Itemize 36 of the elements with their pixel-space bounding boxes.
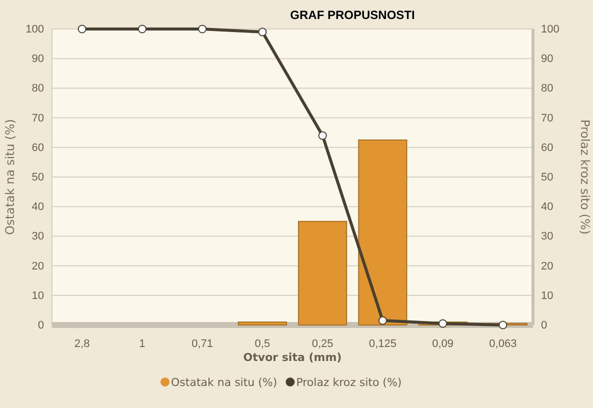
x-tick-label: 0,71 xyxy=(192,338,214,350)
y2-tick-label: 90 xyxy=(541,53,554,66)
y2-tick-label: 20 xyxy=(541,260,554,272)
y2-tick-label: 40 xyxy=(541,201,554,214)
y-tick-label: 70 xyxy=(32,112,44,124)
x-tick-label: 0,25 xyxy=(312,338,334,350)
x-tick-label: 0,063 xyxy=(489,338,517,350)
chart-title: GRAF PROPUSNOSTI xyxy=(290,8,415,22)
y2-tick-label: 30 xyxy=(541,230,554,243)
y2-tick-label: 10 xyxy=(541,290,554,302)
legend-label: Ostatak na situ (%) xyxy=(171,376,278,389)
y-tick-label: 60 xyxy=(32,142,44,154)
y-tick-label: 20 xyxy=(32,260,44,272)
y-tick-label: 0 xyxy=(38,320,44,332)
y-tick-label: 40 xyxy=(32,201,44,214)
y-tick-label: 80 xyxy=(32,82,44,95)
y-axis-title: Ostatak na situ (%) xyxy=(3,119,17,235)
x-tick-label: 0,5 xyxy=(254,338,270,350)
y2-axis-title: Prolaz kroz sito (%) xyxy=(578,119,592,235)
y2-tick-label: 70 xyxy=(541,112,554,124)
y2-tick-label: 0 xyxy=(541,320,548,332)
y-tick-label: 90 xyxy=(32,53,44,66)
x-tick-label: 0,09 xyxy=(432,338,454,350)
y2-tick-label: 60 xyxy=(541,142,554,154)
x-tick-label: 2,8 xyxy=(74,338,90,350)
x-tick-label: 0,125 xyxy=(368,338,396,350)
x-axis-title: Otvor sita (mm) xyxy=(243,351,342,364)
x-tick-label: 1 xyxy=(139,338,146,350)
y-tick-label: 10 xyxy=(32,290,44,302)
y-tick-label: 30 xyxy=(32,230,44,243)
legend-label: Prolaz kroz sito (%) xyxy=(296,376,402,389)
y-tick-label: 50 xyxy=(32,172,44,184)
y2-tick-label: 50 xyxy=(541,172,554,184)
y2-tick-label: 100 xyxy=(541,24,560,36)
y-tick-label: 100 xyxy=(26,24,44,36)
y2-tick-label: 80 xyxy=(541,82,554,95)
